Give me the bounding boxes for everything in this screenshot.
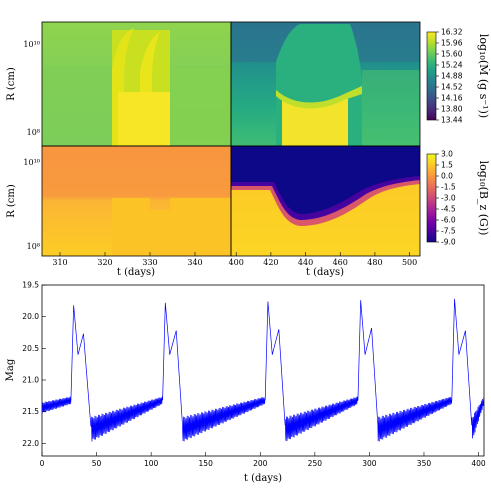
x-tick-label: 100	[144, 459, 159, 468]
x-tick-label: 420	[263, 258, 278, 267]
y-tick-label: 21.0	[22, 376, 39, 385]
colorbar-tick-label: 15.96	[441, 39, 463, 48]
x-tick-label: 460	[333, 258, 348, 267]
x-tick-label: 320	[97, 258, 112, 267]
x-tick-label: 440	[298, 258, 313, 267]
x-tick-label: 330	[142, 258, 157, 267]
outburst-rim	[276, 86, 362, 109]
x-tick-label: 250	[308, 459, 323, 468]
x-tick-label: 340	[187, 258, 202, 267]
colorbar-tick-label: -4.5	[441, 205, 456, 214]
y-tick-label: 10⁸	[27, 128, 40, 137]
x-tick-label: 200	[253, 459, 268, 468]
x-tick-label: 350	[417, 459, 432, 468]
colorbar-tick-label: 15.24	[441, 61, 463, 70]
light-curve-plot: 0 50 100 150 200 250 300 350 400 19.5 20.0 20.5 21.…	[5, 281, 486, 485]
colorbar-tick-label: 1.5	[441, 161, 453, 170]
quiescent-stripes	[170, 68, 231, 146]
colorbar-bz-gradient	[426, 153, 437, 243]
heatmap-mdot-left	[42, 22, 231, 146]
x-axis-bottom-left: 310 320 330 340	[52, 252, 203, 267]
x-tick-label: 400	[229, 258, 244, 267]
colorbar-mdot-label: log₁₀(Ṁ (g s⁻¹))	[477, 34, 491, 118]
colorbar-tick-label: 14.52	[441, 83, 463, 92]
light-curve-series	[42, 298, 484, 442]
colorbar-tick-label: 14.88	[441, 72, 463, 81]
quiescent-stripes	[362, 70, 420, 146]
colorbar-bz-label: log₁₀(B_z (G))	[477, 161, 490, 236]
hot-core	[118, 92, 170, 146]
light-curve-frame	[41, 284, 485, 457]
x-axis-bottom-right: 400 420 440 460 480 500	[229, 252, 417, 267]
light-curve-y-axis: 19.5 20.0 20.5 21.0 21.5 22.0	[22, 281, 46, 448]
heatmap-mdot-right	[231, 22, 420, 146]
x-tick-label: 50	[92, 459, 102, 468]
y-tick-label: 10¹⁰	[23, 40, 40, 49]
x-tick-label: 400	[471, 459, 486, 468]
light-curve-x-axis: 0 50 100 150 200 250 300 350 400	[40, 452, 486, 468]
colorbar-mdot-gradient	[426, 31, 437, 121]
colorbar-tick-label: 15.60	[441, 50, 463, 59]
colorbar-tick-label: 3.0	[441, 150, 453, 159]
outburst-front	[112, 28, 134, 146]
colorbar-tick-label: -1.5	[441, 183, 456, 192]
x-tick-label: 310	[52, 258, 67, 267]
y-tick-label: 22.0	[22, 439, 39, 448]
y-tick-label: 20.0	[22, 312, 39, 321]
colorbar-tick-label: -9.0	[441, 238, 456, 247]
y-axis-bottom-left: 10¹⁰ 10⁸ R (cm)	[6, 158, 40, 251]
colorbar-tick-label: -6.0	[441, 216, 456, 225]
y-axis-top-left: 10¹⁰ 10⁸ R (cm)	[6, 40, 40, 137]
x-tick-label: 500	[402, 258, 417, 267]
light-curve-x-label: t (days)	[244, 473, 282, 484]
y-tick-label: 20.5	[22, 344, 39, 353]
y-axis-label: R (cm)	[6, 184, 17, 218]
frame-bottom-right	[230, 145, 421, 257]
colorbar-bz: 3.0 1.5 0.0 -1.5 -3.0 -4.5 -6.0 -7.5 -9.0 log₁₀(…	[426, 150, 490, 247]
field-null-region	[231, 146, 420, 214]
colorbar-tick-label: 16.32	[441, 28, 463, 37]
x-tick-label: 0	[40, 459, 45, 468]
colorbar-tick-label: 0.0	[441, 172, 453, 181]
y-tick-label: 21.5	[22, 407, 39, 416]
colorbar-tick-label: 13.80	[441, 105, 463, 114]
colorbar-bz-ticks: 3.0 1.5 0.0 -1.5 -3.0 -4.5 -6.0 -7.5 -9.0	[436, 150, 456, 247]
colorbar-tick-label: 13.44	[441, 116, 463, 125]
x-axis-label-left: t (days)	[117, 267, 155, 278]
y-tick-label: 10¹⁰	[23, 158, 40, 167]
x-axis-label-right: t (days)	[306, 267, 344, 278]
y-tick-label: 10⁸	[27, 242, 40, 251]
y-axis-label: R (cm)	[6, 67, 17, 101]
light-curve-y-label: Mag	[5, 358, 16, 381]
field-step	[112, 198, 231, 256]
x-tick-label: 300	[362, 459, 377, 468]
heatmap-bz-left	[42, 146, 231, 256]
heatmap-bz-right	[231, 146, 420, 256]
colorbar-tick-label: -7.5	[441, 227, 456, 236]
x-tick-label: 150	[199, 459, 214, 468]
colorbar-mdot: 16.32 15.96 15.60 15.24 14.88 14.52 14.16 13.80…	[426, 28, 491, 125]
colorbar-tick-label: -3.0	[441, 194, 456, 203]
y-tick-label: 19.5	[22, 281, 39, 290]
colorbar-tick-label: 14.16	[441, 94, 463, 103]
x-tick-label: 480	[367, 258, 382, 267]
colorbar-mdot-ticks: 16.32 15.96 15.60 15.24 14.88 14.52 14.16 13.80…	[436, 28, 463, 125]
